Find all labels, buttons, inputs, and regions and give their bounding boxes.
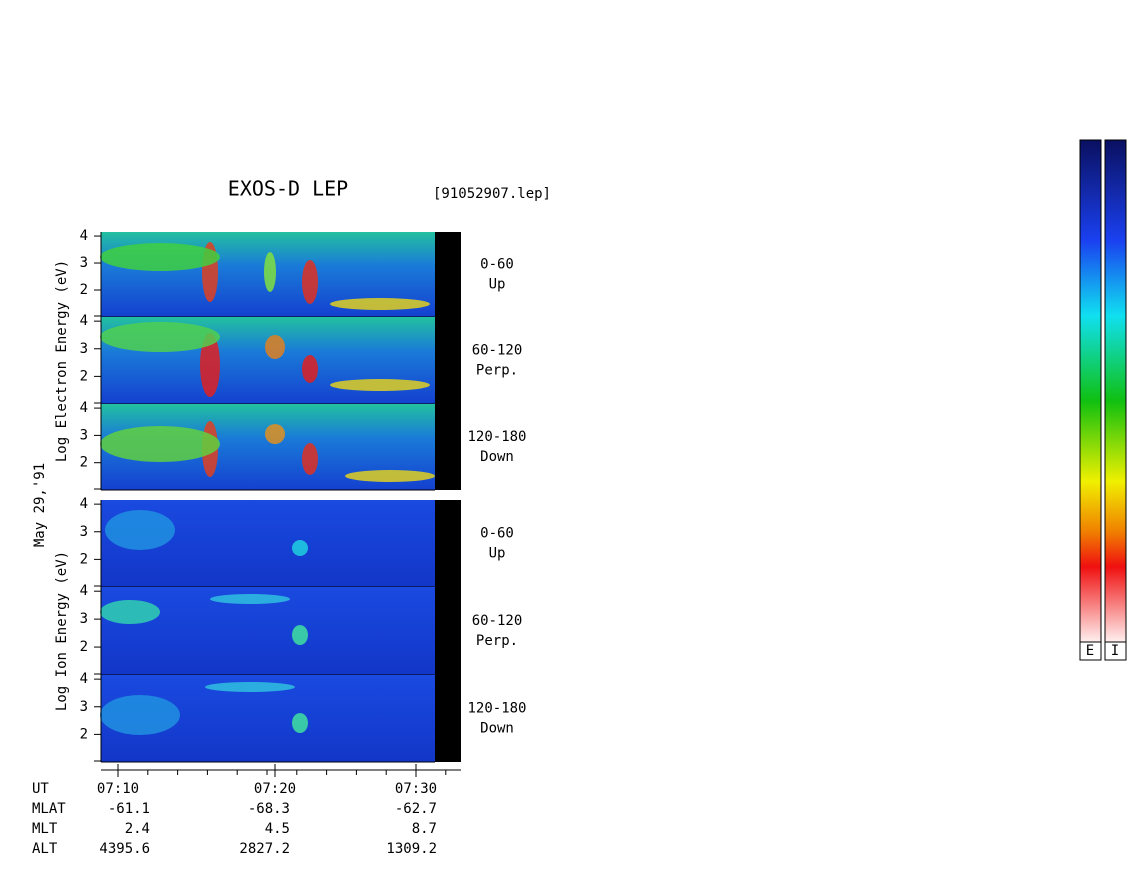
panel-direction: Perp. — [476, 633, 518, 649]
orbit-value: -61.1 — [108, 801, 150, 817]
x-tick-label: 07:30 — [395, 781, 437, 797]
y-tick-label: 4 — [80, 400, 88, 416]
no-data — [435, 675, 461, 762]
y-tick-label: 2 — [80, 551, 88, 567]
spectrogram-feature — [100, 600, 160, 624]
y-tick-label: 2 — [80, 455, 88, 471]
panel-angle: 0-60 — [480, 526, 514, 542]
panel-direction: Up — [489, 277, 506, 293]
colorbar-box — [1104, 641, 1127, 661]
orbit-value: 1309.2 — [386, 841, 437, 857]
y-tick-label: 4 — [80, 228, 88, 244]
spectrogram-feature — [100, 322, 220, 352]
spectrogram-feature — [292, 713, 308, 733]
panel-angle: 120-180 — [467, 429, 526, 445]
y-axis-label: Log Ion Energy (eV) — [54, 551, 70, 711]
no-data — [435, 404, 461, 490]
spectrogram-feature — [200, 333, 220, 397]
orbit-value: 2827.2 — [239, 841, 290, 857]
colorbar — [1079, 139, 1102, 643]
y-tick-label: 2 — [80, 639, 88, 655]
no-data — [435, 232, 461, 317]
spectrogram-feature — [265, 424, 285, 444]
y-tick-label: 4 — [80, 583, 88, 599]
spectrogram-feature — [302, 355, 318, 383]
panel-direction: Up — [489, 546, 506, 562]
y-tick-label: 2 — [80, 726, 88, 742]
y-tick-label: 3 — [80, 524, 88, 540]
file-name: [91052907.lep] — [433, 186, 551, 202]
y-axis-label: Log Electron Energy (eV) — [54, 260, 70, 462]
x-tick-label: 07:10 — [97, 781, 139, 797]
spectrogram-feature — [302, 443, 318, 475]
spectrogram-feature — [302, 260, 318, 304]
spectrogram-feature — [100, 426, 220, 462]
panel-direction: Perp. — [476, 363, 518, 379]
spectrogram-feature — [210, 594, 290, 604]
colorbar-label: I — [1111, 643, 1119, 659]
y-tick-label: 3 — [80, 699, 88, 715]
y-tick-label: 3 — [80, 255, 88, 271]
no-data — [435, 317, 461, 404]
y-tick-label: 4 — [80, 313, 88, 329]
title: EXOS-D LEP — [228, 177, 348, 201]
colorbar — [1104, 139, 1127, 643]
spectrogram-feature — [292, 540, 308, 556]
spectrogram-feature — [105, 510, 175, 550]
spectrogram-feature — [100, 243, 220, 271]
orbit-value: 8.7 — [412, 821, 437, 837]
spectrogram-feature — [292, 625, 308, 645]
y-tick-label: 2 — [80, 282, 88, 298]
colorbar-label: E — [1086, 643, 1094, 659]
x-tick-label: 07:20 — [254, 781, 296, 797]
y-tick-label: 2 — [80, 368, 88, 384]
no-data — [435, 500, 461, 587]
panel-angle: 60-120 — [472, 613, 523, 629]
y-tick-label: 3 — [80, 341, 88, 357]
orbit-value: 2.4 — [125, 821, 150, 837]
spectrogram-feature — [330, 298, 430, 310]
spectrogram-feature — [345, 470, 435, 482]
orbit-value: -68.3 — [248, 801, 290, 817]
y-tick-label: 3 — [80, 611, 88, 627]
panel-direction: Down — [480, 721, 514, 737]
spectrogram-feature — [264, 252, 276, 292]
orbit-label: MLT — [32, 821, 58, 837]
y-tick-label: 4 — [80, 671, 88, 687]
spectrogram-feature — [330, 379, 430, 391]
y-tick-label: 4 — [80, 496, 88, 512]
spectrogram-feature — [205, 682, 295, 692]
date: May 29,'91 — [32, 463, 48, 547]
orbit-label: MLAT — [32, 801, 66, 817]
orbit-label: ALT — [32, 841, 58, 857]
y-tick-label: 3 — [80, 427, 88, 443]
colorbar-box — [1079, 641, 1102, 661]
spectrogram-feature — [100, 695, 180, 735]
orbit-value: -62.7 — [395, 801, 437, 817]
panel-direction: Down — [480, 449, 514, 465]
orbit-value: 4.5 — [265, 821, 290, 837]
panel-angle: 120-180 — [467, 701, 526, 717]
panel-angle: 60-120 — [472, 343, 523, 359]
panel-angle: 0-60 — [480, 257, 514, 273]
no-data — [435, 587, 461, 675]
orbit-label: UT — [32, 781, 49, 797]
spectrogram-feature — [265, 335, 285, 359]
orbit-value: 4395.6 — [99, 841, 150, 857]
